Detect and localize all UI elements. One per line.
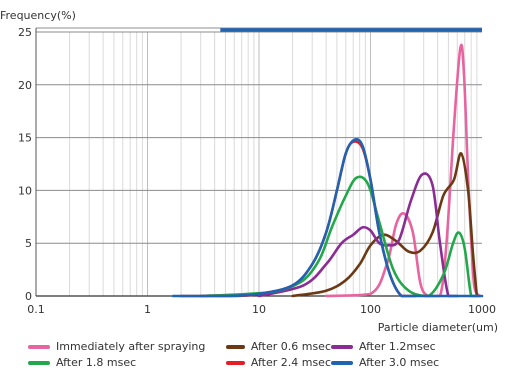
y-axis-title: Frequency(%) — [0, 9, 76, 22]
legend-swatch — [331, 344, 353, 349]
legend-label: Immediately after spraying — [56, 340, 206, 353]
legend-item-1: Immediately after spraying — [28, 340, 226, 353]
series-line-5 — [179, 140, 417, 298]
x-tick-label: 0.1 — [27, 303, 45, 316]
legend-label: After 3.0 msec — [359, 356, 440, 369]
legend-swatch — [226, 360, 245, 365]
x-tick-label: 1 — [144, 303, 151, 316]
y-tick-label: 15 — [18, 132, 32, 145]
x-tick-label: 10 — [252, 303, 266, 316]
legend-item-5: After 2.4 msec — [226, 356, 331, 369]
legend-label: After 2.4 msec — [250, 356, 331, 369]
legend-label: After 0.6 msec — [250, 340, 331, 353]
y-tick-label: 25 — [18, 26, 32, 39]
legend-label: After 1.2msec — [359, 340, 436, 353]
series-layer — [171, 28, 484, 298]
x-axis-title: Particle diameter(um) — [378, 321, 498, 334]
legend-item-4: After 1.8 msec — [28, 356, 226, 369]
particle-size-chart: 0 5 10 15 20 25 0.1 1 10 100 1000 Frequency(%) Par… — [0, 9, 498, 334]
legend-swatch — [331, 360, 353, 365]
y-tick-label: 10 — [18, 184, 32, 197]
series-line-2 — [291, 152, 479, 298]
tick-labels: 0 5 10 15 20 25 0.1 1 10 100 1000 — [18, 26, 496, 316]
x-tick-label: 100 — [360, 303, 381, 316]
legend-label: After 1.8 msec — [56, 356, 137, 369]
legend-swatch — [226, 344, 245, 349]
legend-swatch — [28, 360, 50, 365]
y-tick-label: 20 — [18, 79, 32, 92]
legend-swatch — [28, 344, 50, 349]
series-line-4 — [199, 175, 479, 298]
legend-item-3: After 1.2msec — [331, 340, 471, 353]
y-tick-label: 5 — [25, 237, 32, 250]
legend-item-6: After 3.0 msec — [331, 356, 471, 369]
legend-item-2: After 0.6 msec — [226, 340, 331, 353]
chart-grid — [36, 31, 482, 297]
legend: Immediately after spraying After 0.6 msec… — [28, 340, 498, 369]
series-line-3 — [257, 172, 459, 298]
y-tick-label: 0 — [25, 290, 32, 303]
series-line-6 — [171, 137, 484, 298]
x-tick-label: 1000 — [468, 303, 496, 316]
